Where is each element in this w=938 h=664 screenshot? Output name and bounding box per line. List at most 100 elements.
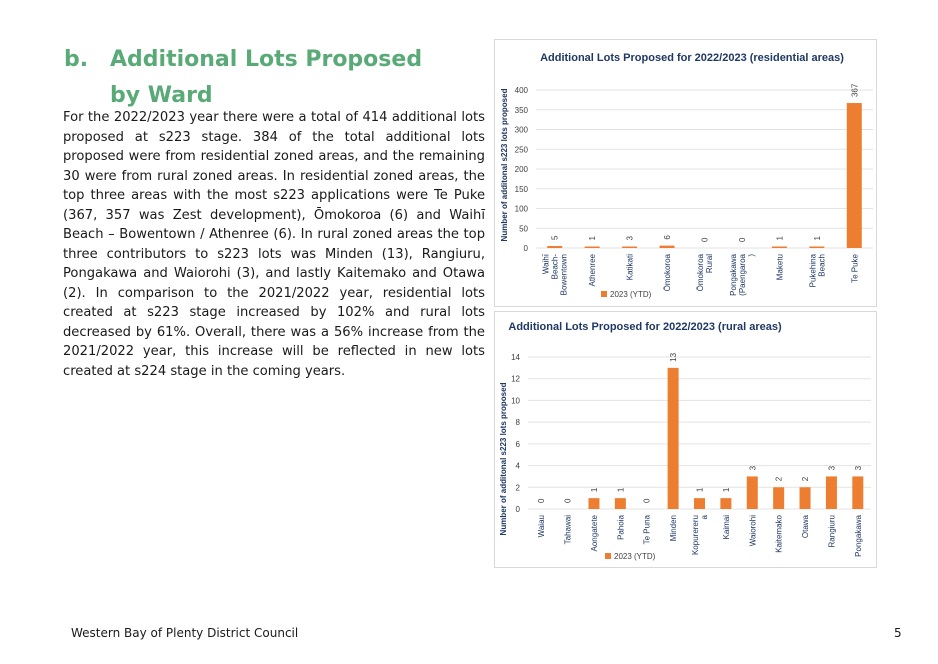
- category-label-line: Tahawai: [564, 515, 573, 545]
- bar: [809, 246, 825, 248]
- data-label: 1: [588, 236, 597, 241]
- bar: [622, 246, 638, 248]
- bar: [659, 245, 675, 248]
- category-label: Pongakawa(Paengaroa): [729, 253, 756, 295]
- y-tick-label: 50: [519, 224, 528, 233]
- category-label-line: Ōmokoroa: [663, 253, 672, 291]
- data-label: 1: [775, 236, 784, 241]
- section-heading: b. Additional Lots Proposed by Ward: [64, 42, 424, 114]
- legend-label: 2023 (YTD): [614, 552, 656, 561]
- data-label: 0: [738, 237, 747, 242]
- legend-swatch: [605, 553, 611, 559]
- bar: [825, 476, 837, 509]
- y-tick-label: 2: [516, 483, 521, 492]
- data-label: 2: [801, 476, 810, 481]
- category-label: Te Puna: [643, 514, 652, 544]
- category-label: Pongakawa: [854, 514, 863, 556]
- category-label-line: Maketu: [775, 254, 784, 280]
- category-label-line: Rural: [705, 254, 714, 273]
- category-label-line: Athenree: [588, 253, 597, 286]
- category-label-line: ): [747, 254, 756, 257]
- y-tick-label: 10: [511, 396, 520, 405]
- category-label: Waiorohi: [748, 515, 757, 546]
- section-title-line1: Additional Lots Proposed: [110, 47, 423, 72]
- category-label-line: Beach-: [551, 254, 560, 280]
- rural-lots-chart: Additional Lots Proposed for 2022/2023 (…: [494, 311, 877, 568]
- y-tick-label: 14: [511, 353, 520, 362]
- category-label-line: Beach: [817, 254, 826, 277]
- category-label-line: (Paengaroa: [738, 253, 747, 295]
- y-tick-label: 400: [515, 86, 529, 95]
- data-label: 0: [537, 498, 546, 503]
- rural-lots-chart-svg: Additional Lots Proposed for 2022/2023 (…: [499, 321, 871, 561]
- y-tick-label: 100: [515, 205, 529, 214]
- category-label: ŌmokoroaRural: [696, 253, 714, 291]
- data-label: 1: [722, 487, 731, 492]
- category-label-line: Waiorohi: [748, 515, 757, 546]
- residential-lots-chart: Additional Lots Proposed for 2022/2023 (…: [494, 39, 877, 307]
- chart-title: Additional Lots Proposed for 2022/2023 (…: [540, 52, 844, 64]
- y-tick-label: 8: [516, 418, 521, 427]
- category-label-line: Minden: [669, 515, 678, 541]
- category-label: Athenree: [588, 253, 597, 286]
- data-label: 3: [854, 465, 863, 470]
- y-axis-label: Number of additonal s223 lots proposed: [499, 382, 508, 535]
- legend-label: 2023 (YTD): [610, 290, 652, 299]
- y-tick-label: 300: [515, 126, 529, 135]
- category-label: Rangiuru: [827, 515, 836, 547]
- category-label-line: Waiau: [537, 515, 546, 537]
- category-label-line: Te Puke: [850, 253, 859, 282]
- category-label-line: Pahoia: [616, 514, 625, 539]
- data-label: 13: [669, 352, 678, 361]
- data-label: 0: [564, 498, 573, 503]
- y-tick-label: 4: [516, 462, 521, 471]
- bar: [746, 476, 758, 509]
- bar: [799, 487, 811, 509]
- data-label: 6: [663, 235, 672, 240]
- bar: [667, 367, 679, 509]
- data-label: 5: [551, 235, 560, 240]
- category-label-line: Te Puna: [643, 514, 652, 544]
- category-label: Maketu: [775, 254, 784, 280]
- category-label-line: Kaitemako: [775, 514, 784, 552]
- category-label-line: Rangiuru: [827, 515, 836, 547]
- data-label: 367: [850, 83, 859, 97]
- category-label: Kaimai: [722, 515, 731, 540]
- category-label: Ōmokoroa: [663, 253, 672, 291]
- category-label: Te Puke: [850, 253, 859, 282]
- bar: [771, 246, 787, 248]
- y-tick-label: 6: [516, 440, 521, 449]
- footer-organisation: Western Bay of Plenty District Council: [71, 626, 299, 640]
- bar: [720, 498, 732, 509]
- section-number: b.: [64, 47, 89, 72]
- bar: [694, 498, 705, 509]
- bar: [547, 246, 563, 248]
- category-label-line: Pongakawa: [854, 514, 863, 556]
- data-label: 0: [643, 498, 652, 503]
- category-label-line: Pukehina: [808, 253, 817, 287]
- data-label: 3: [748, 465, 757, 470]
- category-label: Otawa: [801, 514, 810, 538]
- section-paragraph: For the 2022/2023 year there were a tota…: [63, 110, 485, 379]
- category-label-line: Pongakawa: [729, 253, 738, 295]
- y-tick-label: 350: [515, 106, 529, 115]
- y-tick-label: 150: [515, 185, 529, 194]
- data-label: 1: [813, 236, 822, 241]
- y-tick-label: 0: [524, 244, 529, 253]
- category-label: Katikati: [626, 254, 635, 280]
- category-label-line: Waihī: [542, 253, 551, 274]
- page-number: 5: [894, 626, 902, 640]
- category-label-line: Ōmokoroa: [696, 253, 705, 291]
- legend-swatch: [601, 291, 607, 297]
- residential-lots-chart-svg: Additional Lots Proposed for 2022/2023 (…: [500, 52, 873, 299]
- category-label-line: Katikati: [626, 254, 635, 280]
- y-tick-label: 0: [516, 505, 521, 514]
- category-label-line: Otawa: [801, 514, 810, 538]
- y-tick-label: 250: [515, 145, 529, 154]
- category-label: Pahoia: [616, 514, 625, 539]
- category-label-line: a: [700, 514, 709, 519]
- data-label: 3: [626, 236, 635, 241]
- bar: [773, 487, 785, 509]
- bar: [584, 246, 600, 248]
- y-tick-label: 200: [515, 165, 529, 174]
